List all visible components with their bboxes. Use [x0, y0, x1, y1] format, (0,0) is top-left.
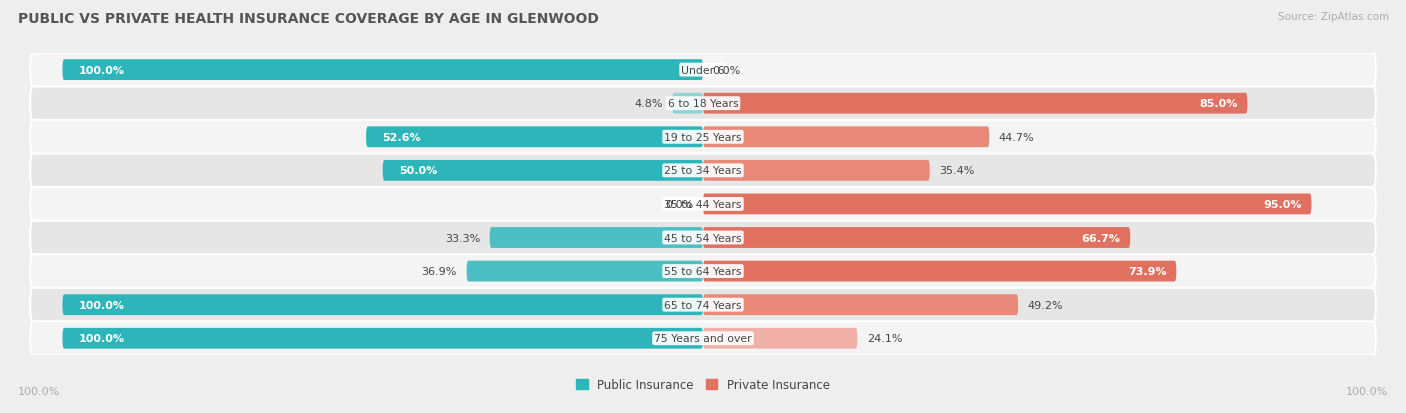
FancyBboxPatch shape — [703, 228, 1130, 248]
Text: 100.0%: 100.0% — [1346, 387, 1388, 396]
Text: 95.0%: 95.0% — [1264, 199, 1302, 209]
FancyBboxPatch shape — [30, 288, 1376, 322]
FancyBboxPatch shape — [30, 121, 1376, 154]
FancyBboxPatch shape — [30, 188, 1376, 221]
Text: 0.0%: 0.0% — [665, 199, 693, 209]
FancyBboxPatch shape — [382, 161, 703, 181]
Text: 0.0%: 0.0% — [713, 65, 741, 76]
Text: 75 Years and over: 75 Years and over — [654, 333, 752, 344]
Text: 6 to 18 Years: 6 to 18 Years — [668, 99, 738, 109]
Text: 65 to 74 Years: 65 to 74 Years — [664, 300, 742, 310]
Text: 100.0%: 100.0% — [79, 300, 125, 310]
Text: 44.7%: 44.7% — [998, 133, 1035, 142]
Text: 4.8%: 4.8% — [634, 99, 662, 109]
FancyBboxPatch shape — [30, 87, 1376, 121]
Text: 55 to 64 Years: 55 to 64 Years — [664, 266, 742, 276]
Text: 73.9%: 73.9% — [1128, 266, 1167, 276]
Text: 100.0%: 100.0% — [79, 65, 125, 76]
FancyBboxPatch shape — [30, 322, 1376, 355]
Text: Source: ZipAtlas.com: Source: ZipAtlas.com — [1278, 12, 1389, 22]
FancyBboxPatch shape — [489, 228, 703, 248]
Text: 85.0%: 85.0% — [1199, 99, 1237, 109]
Text: 50.0%: 50.0% — [399, 166, 437, 176]
FancyBboxPatch shape — [703, 261, 1177, 282]
FancyBboxPatch shape — [30, 154, 1376, 188]
Text: 100.0%: 100.0% — [18, 387, 60, 396]
Text: 33.3%: 33.3% — [444, 233, 479, 243]
FancyBboxPatch shape — [672, 94, 703, 114]
FancyBboxPatch shape — [703, 328, 858, 349]
Text: 24.1%: 24.1% — [868, 333, 903, 344]
FancyBboxPatch shape — [703, 161, 929, 181]
FancyBboxPatch shape — [703, 294, 1018, 315]
FancyBboxPatch shape — [366, 127, 703, 148]
Text: 45 to 54 Years: 45 to 54 Years — [664, 233, 742, 243]
Legend: Public Insurance, Private Insurance: Public Insurance, Private Insurance — [571, 374, 835, 396]
Text: 19 to 25 Years: 19 to 25 Years — [664, 133, 742, 142]
Text: 35 to 44 Years: 35 to 44 Years — [664, 199, 742, 209]
FancyBboxPatch shape — [703, 194, 1312, 215]
Text: 100.0%: 100.0% — [79, 333, 125, 344]
FancyBboxPatch shape — [62, 60, 703, 81]
FancyBboxPatch shape — [703, 127, 990, 148]
FancyBboxPatch shape — [62, 294, 703, 315]
FancyBboxPatch shape — [30, 255, 1376, 288]
Text: Under 6: Under 6 — [682, 65, 724, 76]
Text: 49.2%: 49.2% — [1028, 300, 1063, 310]
Text: 52.6%: 52.6% — [382, 133, 420, 142]
Text: 36.9%: 36.9% — [422, 266, 457, 276]
Text: 66.7%: 66.7% — [1081, 233, 1121, 243]
FancyBboxPatch shape — [30, 54, 1376, 87]
FancyBboxPatch shape — [467, 261, 703, 282]
FancyBboxPatch shape — [62, 328, 703, 349]
FancyBboxPatch shape — [703, 94, 1247, 114]
FancyBboxPatch shape — [30, 221, 1376, 255]
Text: 25 to 34 Years: 25 to 34 Years — [664, 166, 742, 176]
Text: PUBLIC VS PRIVATE HEALTH INSURANCE COVERAGE BY AGE IN GLENWOOD: PUBLIC VS PRIVATE HEALTH INSURANCE COVER… — [18, 12, 599, 26]
Text: 35.4%: 35.4% — [939, 166, 974, 176]
